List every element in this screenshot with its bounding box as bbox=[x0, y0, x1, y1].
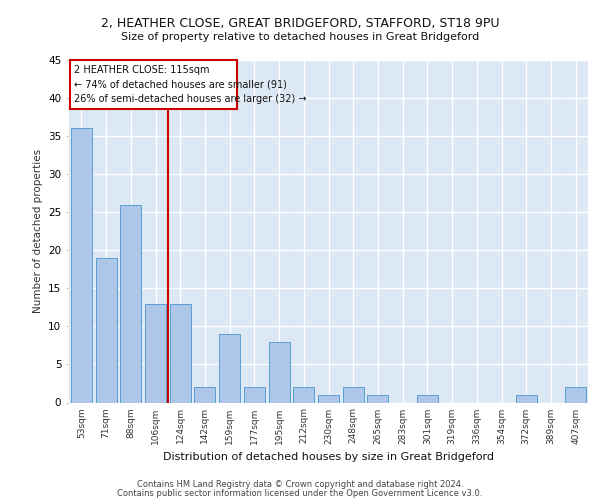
Bar bbox=[565, 388, 586, 402]
Bar bbox=[367, 395, 388, 402]
Bar bbox=[318, 395, 339, 402]
Bar bbox=[170, 304, 191, 402]
Bar bbox=[516, 395, 537, 402]
Text: Contains public sector information licensed under the Open Government Licence v3: Contains public sector information licen… bbox=[118, 488, 482, 498]
Text: 26% of semi-detached houses are larger (32) →: 26% of semi-detached houses are larger (… bbox=[74, 94, 307, 104]
Bar bbox=[219, 334, 240, 402]
Text: 2 HEATHER CLOSE: 115sqm: 2 HEATHER CLOSE: 115sqm bbox=[74, 66, 209, 76]
Bar bbox=[194, 388, 215, 402]
Bar bbox=[244, 388, 265, 402]
Bar bbox=[71, 128, 92, 402]
FancyBboxPatch shape bbox=[70, 60, 237, 110]
Text: Contains HM Land Registry data © Crown copyright and database right 2024.: Contains HM Land Registry data © Crown c… bbox=[137, 480, 463, 489]
Text: ← 74% of detached houses are smaller (91): ← 74% of detached houses are smaller (91… bbox=[74, 80, 287, 90]
Bar bbox=[293, 388, 314, 402]
Bar bbox=[95, 258, 116, 402]
Bar bbox=[269, 342, 290, 402]
Y-axis label: Number of detached properties: Number of detached properties bbox=[32, 149, 43, 314]
Text: Size of property relative to detached houses in Great Bridgeford: Size of property relative to detached ho… bbox=[121, 32, 479, 42]
Bar bbox=[145, 304, 166, 402]
Bar bbox=[120, 204, 141, 402]
Bar bbox=[417, 395, 438, 402]
Text: 2, HEATHER CLOSE, GREAT BRIDGEFORD, STAFFORD, ST18 9PU: 2, HEATHER CLOSE, GREAT BRIDGEFORD, STAF… bbox=[101, 18, 499, 30]
Bar bbox=[343, 388, 364, 402]
X-axis label: Distribution of detached houses by size in Great Bridgeford: Distribution of detached houses by size … bbox=[163, 452, 494, 462]
